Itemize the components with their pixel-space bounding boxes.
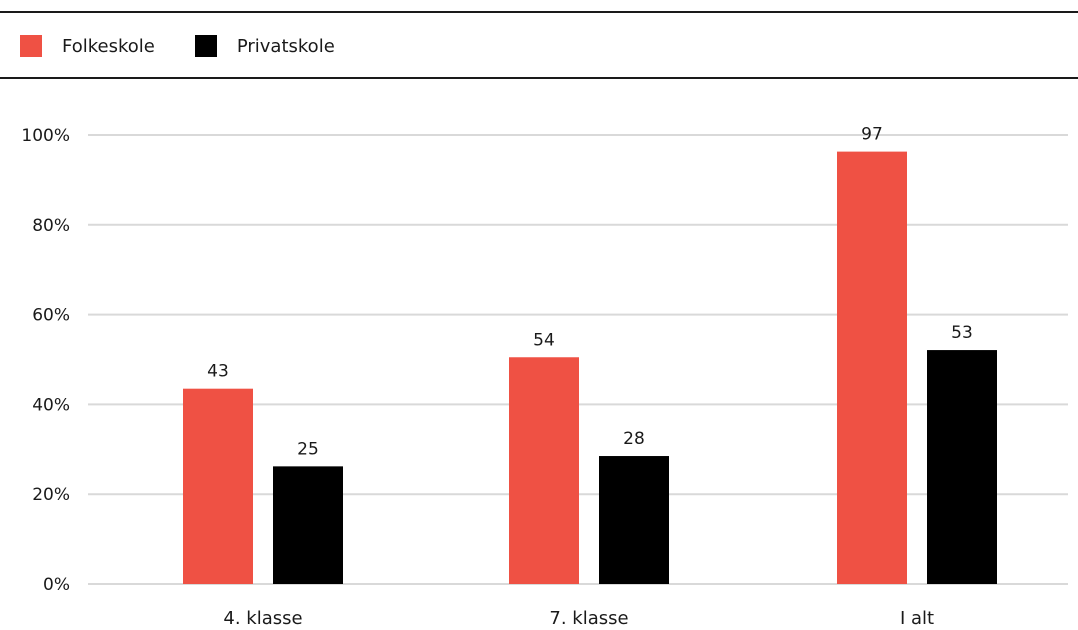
data-label: 53: [951, 323, 973, 343]
chart-legend: Folkeskole Privatskole: [20, 33, 375, 59]
y-tick-label: 20%: [32, 485, 70, 505]
y-tick-label: 40%: [32, 395, 70, 415]
legend-label-privatskole: Privatskole: [236, 35, 335, 57]
legend-item-folkeskole: Folkeskole: [20, 35, 155, 57]
legend-swatch-folkeskole: [20, 35, 42, 57]
data-label: 28: [623, 429, 645, 449]
data-label: 43: [207, 362, 229, 382]
bar-privatskole-2: [927, 350, 997, 584]
x-tick-label: I alt: [900, 608, 934, 629]
data-label: 54: [533, 330, 555, 350]
bar-folkeskole-2: [837, 151, 907, 584]
bar-folkeskole-0: [183, 388, 253, 584]
bar-folkeskole-1: [509, 357, 579, 584]
legend-bottom-rule: [0, 77, 1078, 79]
legend-swatch-privatskole: [194, 35, 217, 57]
y-tick-label: 100%: [21, 126, 70, 146]
data-label: 97: [861, 125, 883, 145]
legend-label-folkeskole: Folkeskole: [62, 35, 155, 57]
bar-privatskole-0: [273, 466, 343, 584]
x-tick-label: 4. klasse: [223, 608, 302, 629]
x-tick-label: 7. klasse: [549, 608, 628, 629]
bar-privatskole-1: [599, 456, 669, 584]
legend-item-privatskole: Privatskole: [194, 35, 335, 57]
y-tick-label: 0%: [43, 575, 70, 595]
y-tick-label: 80%: [32, 216, 70, 236]
top-rule: [0, 11, 1078, 13]
y-tick-label: 60%: [32, 306, 70, 326]
data-label: 25: [297, 439, 319, 459]
